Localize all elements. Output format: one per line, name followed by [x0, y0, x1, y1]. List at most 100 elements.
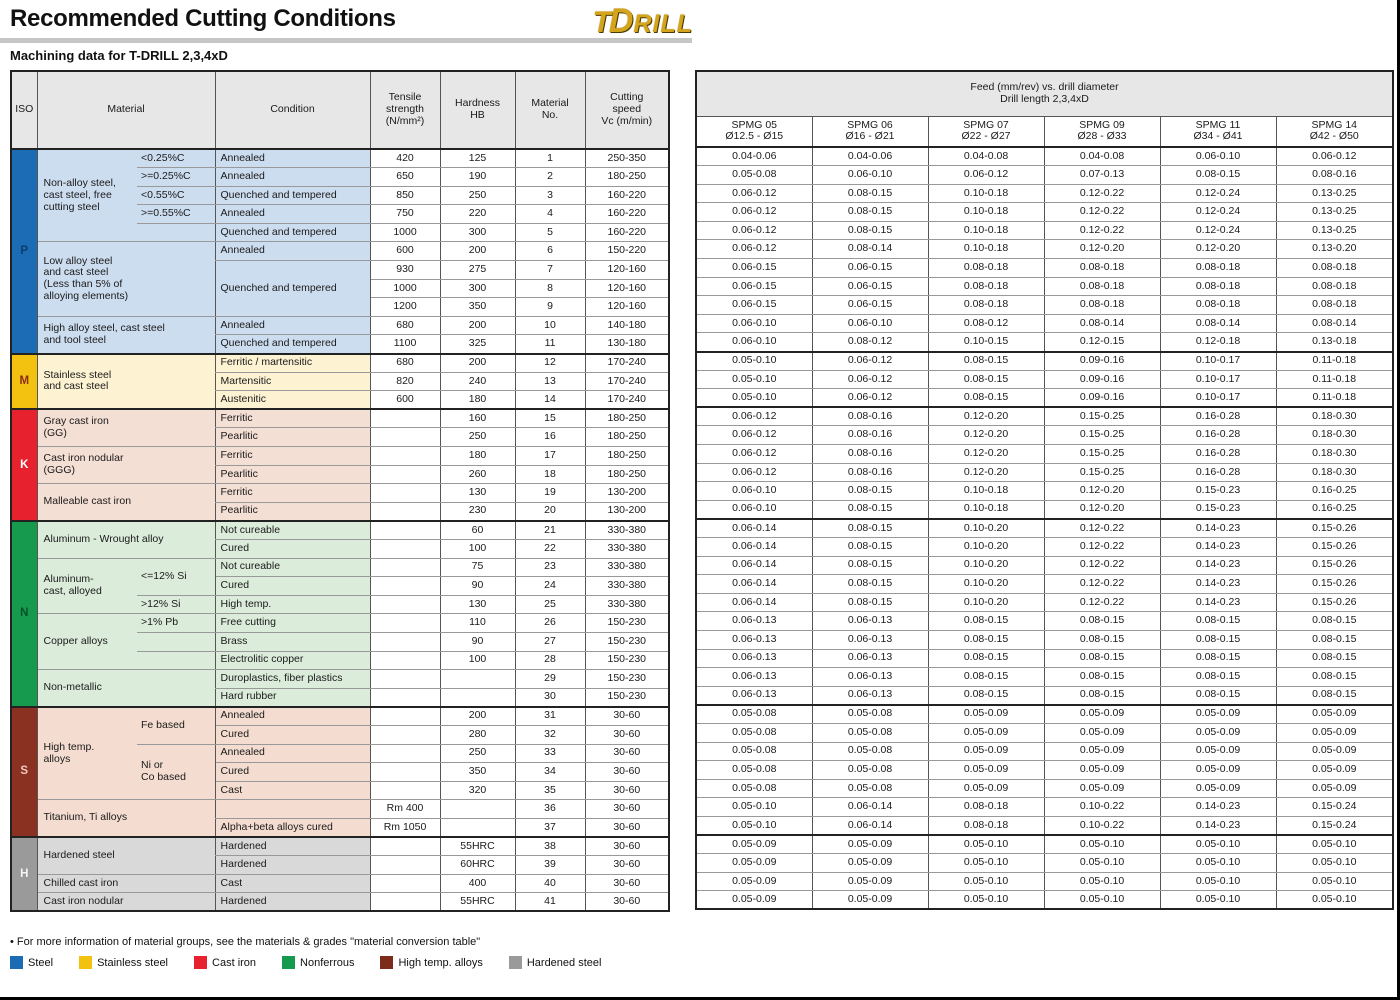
feed-value-cell: 0.08-0.15 — [927, 629, 1045, 650]
condition-cell: Pearlitic — [214, 501, 371, 522]
feed-value-cell: 0.04-0.08 — [927, 146, 1045, 167]
hardness-cell: 250 — [439, 427, 516, 447]
feed-value-cell: 0.10-0.20 — [927, 574, 1045, 594]
feed-value-cell: 0.08-0.15 — [1159, 685, 1277, 706]
tensile-cell: 850 — [369, 185, 441, 206]
feed-value-cell: 0.08-0.15 — [1043, 685, 1161, 706]
feed-value-cell: 0.15-0.23 — [1159, 499, 1277, 520]
feed-value-cell: 0.16-0.28 — [1159, 462, 1277, 483]
feed-value-cell: 0.05-0.08 — [811, 722, 929, 743]
cutting-speed-cell: 170-240 — [584, 371, 670, 392]
condition-cell: Cured — [214, 762, 371, 782]
feed-value-cell: 0.05-0.09 — [1043, 722, 1161, 743]
feed-value-cell: 0.12-0.15 — [1043, 332, 1161, 353]
feed-value-cell: 0.06-0.13 — [811, 685, 929, 706]
feed-value-cell: 0.08-0.15 — [811, 592, 929, 613]
feed-value-cell: 0.05-0.09 — [927, 778, 1045, 799]
hardness-cell: 90 — [439, 576, 516, 596]
feed-value-cell: 0.08-0.15 — [811, 481, 929, 501]
feed-value-cell: 0.10-0.18 — [927, 220, 1045, 241]
feed-value-cell: 0.05-0.09 — [1275, 778, 1394, 799]
feed-value-cell: 0.06-0.14 — [695, 574, 813, 594]
material-sub-label: <0.55%C — [137, 185, 216, 206]
feed-value-cell: 0.05-0.09 — [811, 853, 929, 873]
feed-value-cell: 0.06-0.15 — [811, 258, 929, 278]
material-row-39: Hardened 60HRC 39 30-60 — [11, 855, 670, 875]
feed-value-cell: 0.14-0.23 — [1159, 815, 1277, 836]
cutting-speed-cell: 130-180 — [584, 334, 670, 355]
hardness-cell: 240 — [439, 371, 516, 392]
feed-value-cell: 0.12-0.20 — [927, 406, 1045, 427]
feed-value-cell: 0.14-0.23 — [1159, 536, 1277, 557]
cutting-speed-cell: 120-160 — [584, 297, 670, 317]
condition-cell: Ferritic — [214, 446, 371, 466]
feed-row-2: 0.05-0.08 0.06-0.10 0.06-0.12 0.07-0.13 0.08… — [695, 165, 1394, 185]
material-row-29: Non-metallic Duroplastics, fiber plastics… — [11, 669, 670, 708]
material-group-label: Gray cast iron (GG) — [36, 408, 216, 448]
feed-value-cell: 0.08-0.15 — [1159, 648, 1277, 669]
hardness-cell: 100 — [439, 650, 516, 671]
condition-cell: Quenched and tempered — [214, 185, 371, 206]
feed-value-cell: 0.06-0.15 — [695, 258, 813, 278]
material-row-33: Ni or Co based Annealed 250 33 30-60 — [11, 743, 670, 801]
material-sub-label: >=0.55%C — [137, 204, 216, 224]
condition-cell: Quenched and tempered — [214, 334, 371, 355]
feed-value-cell: 0.08-0.14 — [1275, 313, 1394, 334]
cutting-speed-cell: 30-60 — [584, 892, 670, 912]
tensile-cell: 680 — [369, 315, 441, 336]
tensile-cell — [369, 855, 441, 875]
tensile-cell: 650 — [369, 167, 441, 187]
material-no-cell: 21 — [514, 519, 586, 540]
feed-value-cell: 0.05-0.09 — [695, 853, 813, 873]
material-row-19: Malleable cast iron Ferritic 130 19 130-200 — [11, 483, 670, 522]
feed-row-28: 0.06-0.13 0.06-0.13 0.08-0.15 0.08-0.15 0.08… — [695, 648, 1394, 669]
feed-value-cell: 0.10-0.20 — [927, 517, 1045, 538]
feed-value-cell: 0.12-0.22 — [1043, 555, 1161, 576]
condition-cell: Ferritic / martensitic — [214, 352, 371, 373]
iso-color-legend: Steel Stainless steel Cast iron Nonferrous H… — [10, 956, 601, 969]
condition-cell: Annealed — [214, 148, 371, 169]
hardness-cell: 400 — [439, 873, 516, 894]
feed-value-cell: 0.15-0.25 — [1043, 444, 1161, 464]
material-row-23: Aluminum- cast, alloyed <=12% Si Not curea… — [11, 557, 670, 615]
feed-value-cell: 0.05-0.10 — [1043, 853, 1161, 873]
cutting-speed-cell: 130-200 — [584, 501, 670, 522]
feed-value-cell: 0.08-0.15 — [1159, 667, 1277, 687]
feed-value-cell: 0.08-0.15 — [927, 350, 1045, 371]
feed-value-cell: 0.05-0.08 — [811, 741, 929, 762]
feed-value-cell: 0.06-0.13 — [695, 648, 813, 669]
feed-value-cell: 0.14-0.23 — [1159, 797, 1277, 817]
tensile-cell — [369, 501, 441, 522]
feed-value-cell: 0.15-0.25 — [1043, 462, 1161, 483]
cutting-speed-cell: 30-60 — [584, 762, 670, 782]
tensile-cell: Rm 1050 — [369, 817, 441, 838]
feed-value-cell: 0.08-0.16 — [811, 444, 929, 464]
feed-value-cell: 0.05-0.10 — [1043, 890, 1161, 910]
iso-group-M: M — [10, 352, 38, 410]
feed-value-cell: 0.08-0.18 — [1159, 258, 1277, 278]
feed-value-cell: 0.05-0.10 — [1159, 853, 1277, 873]
material-no-cell: 7 — [514, 260, 586, 280]
feed-row-27: 0.06-0.13 0.06-0.13 0.08-0.15 0.08-0.15 0.08… — [695, 629, 1394, 650]
material-row-3: <0.55%C Quenched and tempered 850 250 3 160-2… — [11, 185, 670, 206]
cutting-speed-cell: 150-220 — [584, 241, 670, 262]
feed-value-cell: 0.08-0.15 — [1275, 611, 1394, 631]
feed-value-cell: 0.05-0.09 — [695, 890, 813, 910]
condition-cell: Brass — [214, 631, 371, 652]
feed-value-cell: 0.06-0.12 — [1275, 146, 1394, 167]
feed-value-cell: 0.08-0.12 — [811, 332, 929, 353]
condition-cell: Not cureable — [214, 519, 371, 540]
feed-value-cell: 0.09-0.16 — [1043, 369, 1161, 390]
feed-value-cell: 0.06-0.12 — [695, 444, 813, 464]
feed-row-13: 0.05-0.10 0.06-0.12 0.08-0.15 0.09-0.16 0.10… — [695, 369, 1394, 390]
feed-value-cell: 0.12-0.20 — [1043, 499, 1161, 520]
feed-value-cell: 0.08-0.14 — [811, 239, 929, 260]
feed-value-cell: 0.18-0.30 — [1275, 444, 1394, 464]
feed-value-cell: 0.06-0.12 — [695, 406, 813, 427]
feed-value-cell: 0.06-0.10 — [695, 332, 813, 353]
feed-value-cell: 0.08-0.15 — [811, 202, 929, 222]
material-row-16: Pearlitic 250 16 180-250 — [11, 427, 670, 447]
feed-value-cell: 0.08-0.15 — [927, 369, 1045, 390]
condition-cell — [214, 799, 371, 819]
legend-label: Stainless steel — [97, 956, 169, 969]
